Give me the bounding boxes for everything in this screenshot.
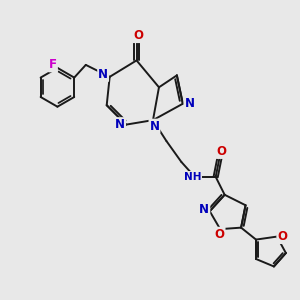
- Text: N: N: [199, 203, 209, 216]
- Text: O: O: [133, 29, 143, 42]
- Text: N: N: [149, 120, 160, 133]
- Text: F: F: [49, 58, 57, 71]
- Text: O: O: [214, 228, 225, 241]
- Text: O: O: [217, 145, 227, 158]
- Text: O: O: [277, 230, 287, 243]
- Text: N: N: [184, 97, 194, 110]
- Text: N: N: [115, 118, 125, 131]
- Text: NH: NH: [184, 172, 201, 182]
- Text: N: N: [98, 68, 108, 81]
